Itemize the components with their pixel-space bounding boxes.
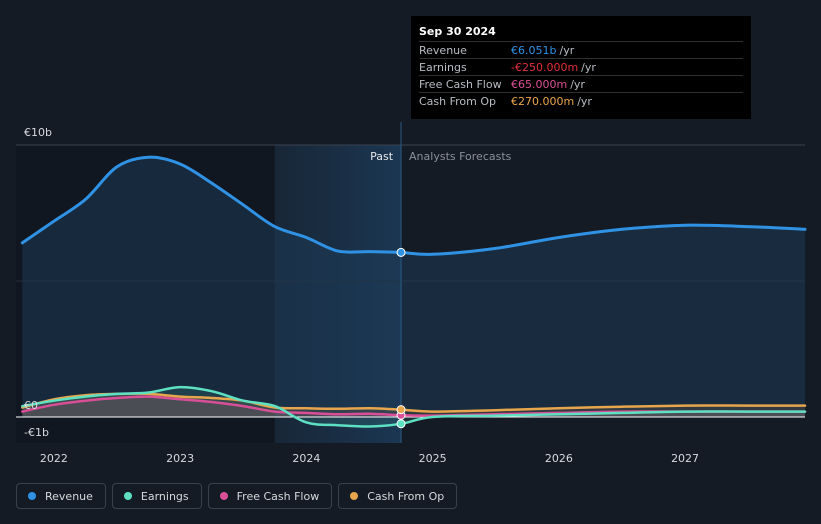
legend-dot-icon (123, 492, 132, 500)
tooltip-label: Cash From Op (419, 95, 497, 108)
past-label: Past (370, 150, 394, 163)
marker-cash-from-op (396, 405, 406, 415)
tooltip-row-earnings: Earnings -€250.000m /yr (419, 58, 743, 75)
legend-dot-icon (219, 492, 228, 500)
revenue-area (22, 157, 806, 417)
series-line-earnings (21, 385, 807, 428)
legend-label: Free Cash Flow (236, 489, 320, 503)
tooltip-unit: /yr (577, 95, 592, 108)
tooltip-label: Free Cash Flow (419, 78, 502, 91)
legend-dot-icon (28, 492, 36, 500)
forecast-label: Analysts Forecasts (409, 150, 512, 163)
marker-revenue (396, 247, 406, 257)
legend: Revenue Earnings Free Cash Flow Cash Fro… (16, 483, 458, 509)
tooltip-row-cash-from-op: Cash From Op €270.000m /yr (419, 92, 743, 109)
legend-item-cash-from-op[interactable]: Cash From Op (338, 483, 458, 509)
legend-label: Earnings (140, 489, 189, 503)
x-tick-label: 2023 (166, 452, 194, 465)
x-tick-label: 2027 (671, 452, 699, 465)
x-tick-label: 2026 (545, 452, 573, 465)
x-tick-label: 2024 (292, 452, 320, 465)
y-label-neg: -€1b (24, 426, 49, 439)
legend-label: Revenue (45, 489, 93, 503)
tooltip-label: Earnings (419, 61, 467, 74)
series-line-free-cash-flow (21, 395, 807, 417)
tooltip-value: €6.051b (511, 44, 557, 57)
tooltip-label: Revenue (419, 44, 467, 57)
tooltip-value: €65.000m (511, 78, 568, 91)
x-tick-label: 2022 (40, 452, 68, 465)
tooltip-unit: /yr (570, 78, 585, 91)
legend-item-revenue[interactable]: Revenue (16, 483, 106, 509)
tooltip-value: -€250.000m (511, 61, 579, 74)
legend-dot-icon (350, 492, 359, 500)
tooltip-unit: /yr (559, 44, 575, 57)
legend-label: Cash From Op (367, 489, 445, 503)
tooltip-unit: /yr (581, 61, 596, 74)
x-tick-label: 2025 (419, 452, 447, 465)
y-label-zero: €0 (24, 399, 38, 412)
tooltip-value: €270.000m (511, 95, 575, 108)
series-line-revenue (20, 155, 807, 256)
marker-earnings (396, 419, 406, 429)
tooltip-row-revenue: Revenue €6.051b /yr (419, 41, 743, 58)
tooltip-row-free-cash-flow: Free Cash Flow €65.000m /yr (419, 75, 743, 92)
y-label-top: €10b (24, 126, 52, 139)
legend-item-earnings[interactable]: Earnings (111, 483, 202, 509)
tooltip: Sep 30 2024 Revenue €6.051b /yr Earnings… (411, 16, 751, 119)
tooltip-date: Sep 30 2024 (419, 25, 496, 38)
legend-item-free-cash-flow[interactable]: Free Cash Flow (207, 483, 333, 509)
